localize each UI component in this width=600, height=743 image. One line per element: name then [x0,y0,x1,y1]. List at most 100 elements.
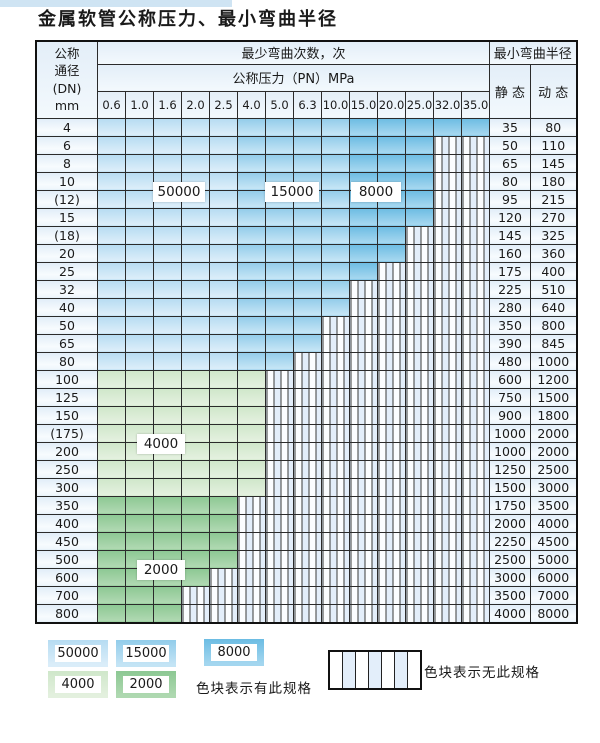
no-spec-cell [293,423,322,443]
no-spec-cell [405,315,434,335]
cycle-cell [209,135,238,155]
no-spec-cell [293,459,322,479]
dn-cell: 50 [35,315,98,335]
cycle-cell [237,189,266,209]
no-spec-cell [349,297,378,317]
no-spec-cell [265,513,294,533]
page-title: 金属软管公称压力、最小弯曲半径 [38,9,338,30]
cycle-cell [181,117,210,137]
dynamic-radius-value: 2500 [530,459,577,479]
pressure-col-header: 35.0 [461,90,490,119]
static-radius-value: 1000 [489,441,531,461]
no-spec-cell [433,567,462,587]
cycle-cell [209,441,238,461]
no-spec-cell [405,567,434,587]
dn-cell: (175) [35,423,98,443]
dynamic-radius-value: 270 [530,207,577,227]
no-spec-cell [377,585,406,605]
no-spec-cell [265,423,294,443]
cycle-cell [97,567,126,587]
legend-no-spec-swatch [328,650,422,690]
cycle-cell [181,549,210,569]
cycle-cell [125,369,154,389]
dynamic-radius-value: 180 [530,171,577,191]
corner-line: 公称 [54,45,80,61]
no-spec-cell [433,261,462,281]
no-spec-cell [377,297,406,317]
no-spec-cell [321,315,350,335]
dn-cell: 300 [35,477,98,497]
pressure-col-header: 4.0 [237,90,266,119]
static-radius-value: 65 [489,153,531,173]
cycle-cell [125,513,154,533]
cycle-cell [321,189,350,209]
corner-line: 通径 [54,63,80,79]
cycle-cell [153,297,182,317]
no-spec-cell [405,243,434,263]
no-spec-cell [209,567,238,587]
cycle-cell [237,405,266,425]
dynamic-radius-value: 1000 [530,351,577,371]
cycle-cell [209,549,238,569]
dn-cell: 800 [35,603,98,623]
cycle-cell [181,387,210,407]
cycle-cell [209,297,238,317]
cycle-cell [209,333,238,353]
dynamic-radius-value: 110 [530,135,577,155]
table-row: 40 280 640 [35,297,577,317]
no-spec-cell [349,495,378,515]
no-spec-cell [349,459,378,479]
cycle-cell [209,243,238,263]
pressure-col-header: 2.5 [209,90,238,119]
cycle-cell [125,135,154,155]
table-row: (18) 145 325 [35,225,577,245]
cycle-cell [181,225,210,245]
no-spec-cell [321,423,350,443]
static-radius-value: 95 [489,189,531,209]
table-row: 200 1000 2000 [35,441,577,461]
no-spec-cell [181,585,210,605]
static-radius-value: 175 [489,261,531,281]
no-spec-cell [377,333,406,353]
no-spec-cell [433,387,462,407]
cycle-cell [293,261,322,281]
cycle-cell [209,405,238,425]
no-spec-cell [349,549,378,569]
cycle-cell [97,459,126,479]
cycle-cell [405,189,434,209]
cycle-cell [181,297,210,317]
no-spec-cell [433,513,462,533]
static-radius-value: 225 [489,279,531,299]
no-spec-cell [293,603,322,623]
no-spec-cell [321,585,350,605]
table-row: 350 1750 3500 [35,495,577,515]
cycle-label-15000: 15000 [265,182,319,202]
cycle-cell [405,171,434,191]
cycle-cell [97,387,126,407]
pressure-col-header: 1.6 [153,90,182,119]
cycle-cell [293,243,322,263]
no-spec-cell [349,423,378,443]
no-spec-cell [433,549,462,569]
cycle-cell [125,261,154,281]
dynamic-radius-value: 2000 [530,423,577,443]
no-spec-cell [377,459,406,479]
pressure-tick-row: 0.6 1.0 1.6 2.0 2.5 4.0 5.0 6.3 10.0 15.0 20.0 25.0… [36,90,577,119]
cycle-cell [97,171,126,191]
cycle-cell [209,153,238,173]
no-spec-cell [405,387,434,407]
dn-cell: 15 [35,207,98,227]
spec-table: 公称 通径 (DN) mm 最少弯曲次数，次 最小弯曲半径 公称压力（PN）MP… [35,40,578,624]
static-radius-value: 280 [489,297,531,317]
dn-cell: 700 [35,585,98,605]
pressure-col-header: 5.0 [265,90,294,119]
cycle-cell [321,135,350,155]
dynamic-radius-value: 4000 [530,513,577,533]
no-spec-cell [237,495,266,515]
cycle-cell [153,477,182,497]
pressure-col-header: 32.0 [433,90,462,119]
cycle-cell [237,477,266,497]
legend-swatch-label: 2000 [123,676,169,693]
cycle-cell [293,117,322,137]
